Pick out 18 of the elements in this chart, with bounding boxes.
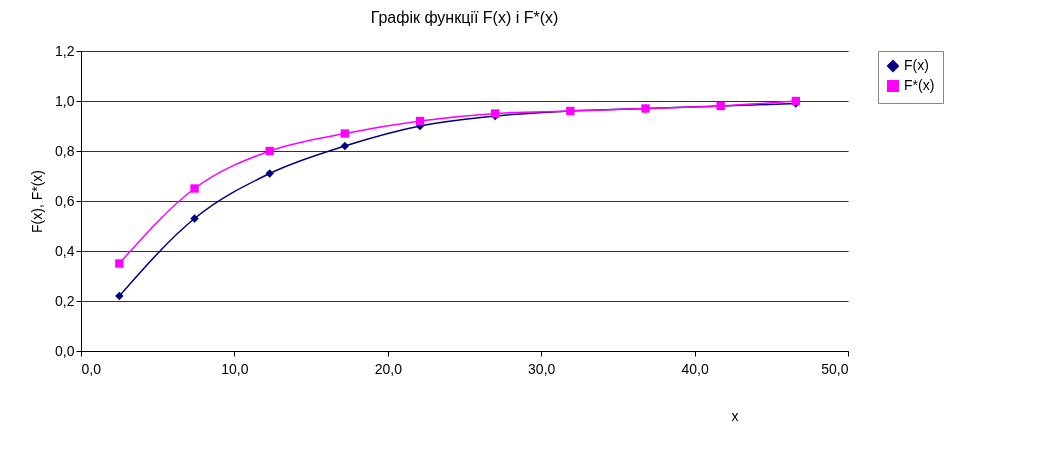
- legend-label: F*(x): [904, 77, 935, 93]
- y-tick-label: 0,6: [55, 192, 75, 209]
- y-tick-label: 0,8: [55, 142, 75, 159]
- x-axis-title: x: [731, 407, 739, 424]
- x-tick-label: 0,0: [81, 360, 102, 377]
- x-tick-label: 50,0: [821, 360, 849, 377]
- x-tick-label: 10,0: [221, 360, 249, 377]
- legend-label: F(x): [904, 57, 929, 73]
- y-axis-title: F(x), F*(x): [29, 170, 46, 233]
- x-tick-label: 20,0: [374, 360, 403, 377]
- x-tick-label: 40,0: [681, 360, 709, 377]
- x-tick-label: 30,0: [528, 360, 556, 377]
- y-tick-label: 0,0: [55, 342, 75, 359]
- y-tick-label: 1,2: [55, 42, 75, 59]
- y-tick-label: 0,2: [55, 292, 75, 309]
- y-tick-label: 0,4: [55, 242, 75, 259]
- y-tick-label: 1,0: [55, 92, 75, 109]
- chart-title: Графік функції F(x) і F*(x): [370, 9, 559, 26]
